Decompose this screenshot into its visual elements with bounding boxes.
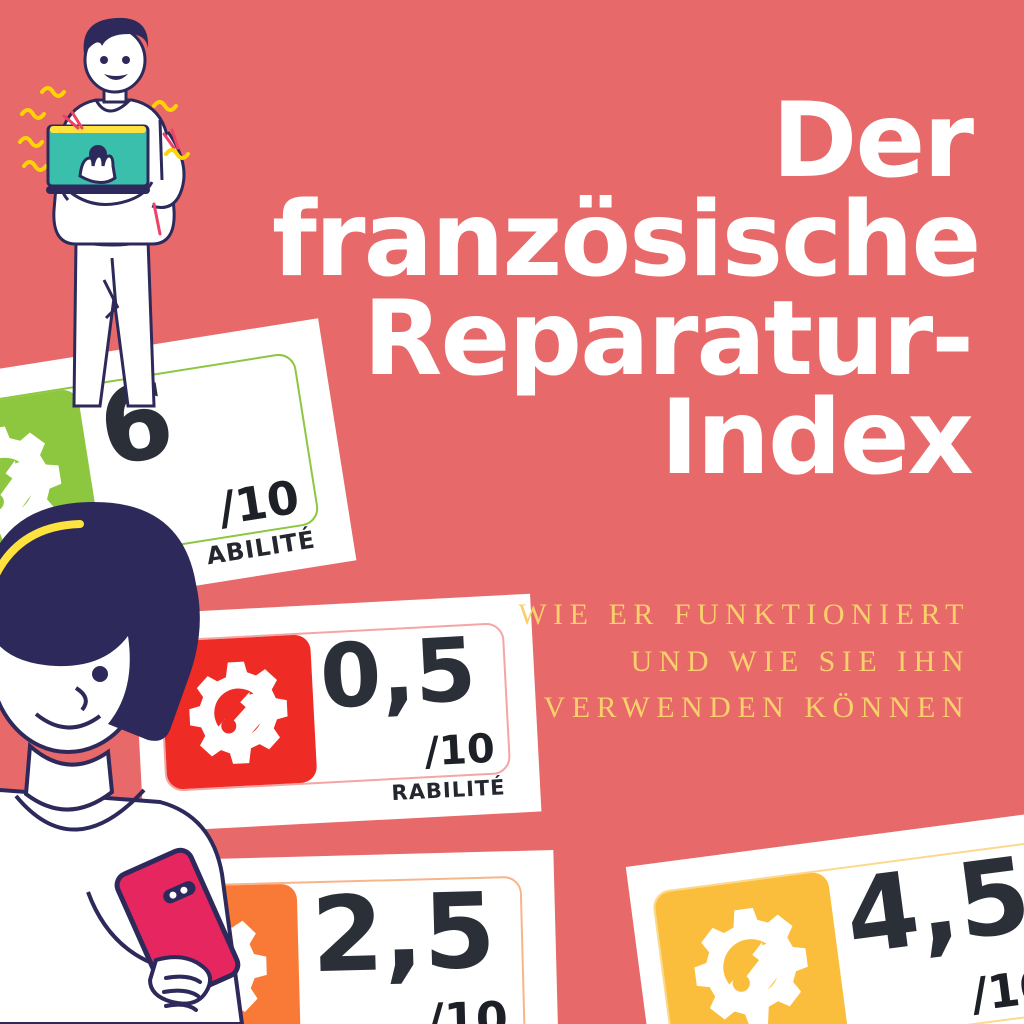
score-value: 2,5 [309,869,498,997]
title-line-2: französische [272,179,981,300]
label-inner-frame: 0,5 /10 [157,618,512,793]
title-line-3: Reparatur- [363,278,974,399]
illustration-woman-with-phone [0,460,300,1024]
score-value: 4,5 [838,832,1024,978]
illustration-man-with-laptop [8,8,258,408]
repair-index-label-red[interactable]: 0,5 /10 RABILITÉ [145,610,525,820]
score-denominator: /10 [967,958,1024,1023]
gear-wrench-icon [653,871,850,1024]
title-line-1: Der [771,81,974,201]
title-line-4: Index [660,377,974,498]
gear-wrench-icon [159,634,318,791]
subtitle-line-2: UND WIE SIE IHN [630,644,970,678]
page-subtitle: WIE ER FUNKTIONIERT UND WIE SIE IHN VERW… [330,592,970,732]
score-denominator: /10 [423,725,496,776]
repair-index-label-yellow[interactable]: 4,5 /10 RABILITÉ [635,824,1024,1024]
label-inner-frame: 4,5 /10 [650,832,1024,1024]
score-area: 2,5 /10 [297,869,524,1024]
page-title: Der französische Reparatur- Index [272,81,981,498]
score-denominator: /10 [426,991,509,1024]
subtitle-line-1: WIE ER FUNKTIONIERT [518,598,970,631]
score-area: 4,5 /10 [827,832,1024,1024]
subtitle-line-3: VERWENDEN KÖNNEN [543,691,970,724]
